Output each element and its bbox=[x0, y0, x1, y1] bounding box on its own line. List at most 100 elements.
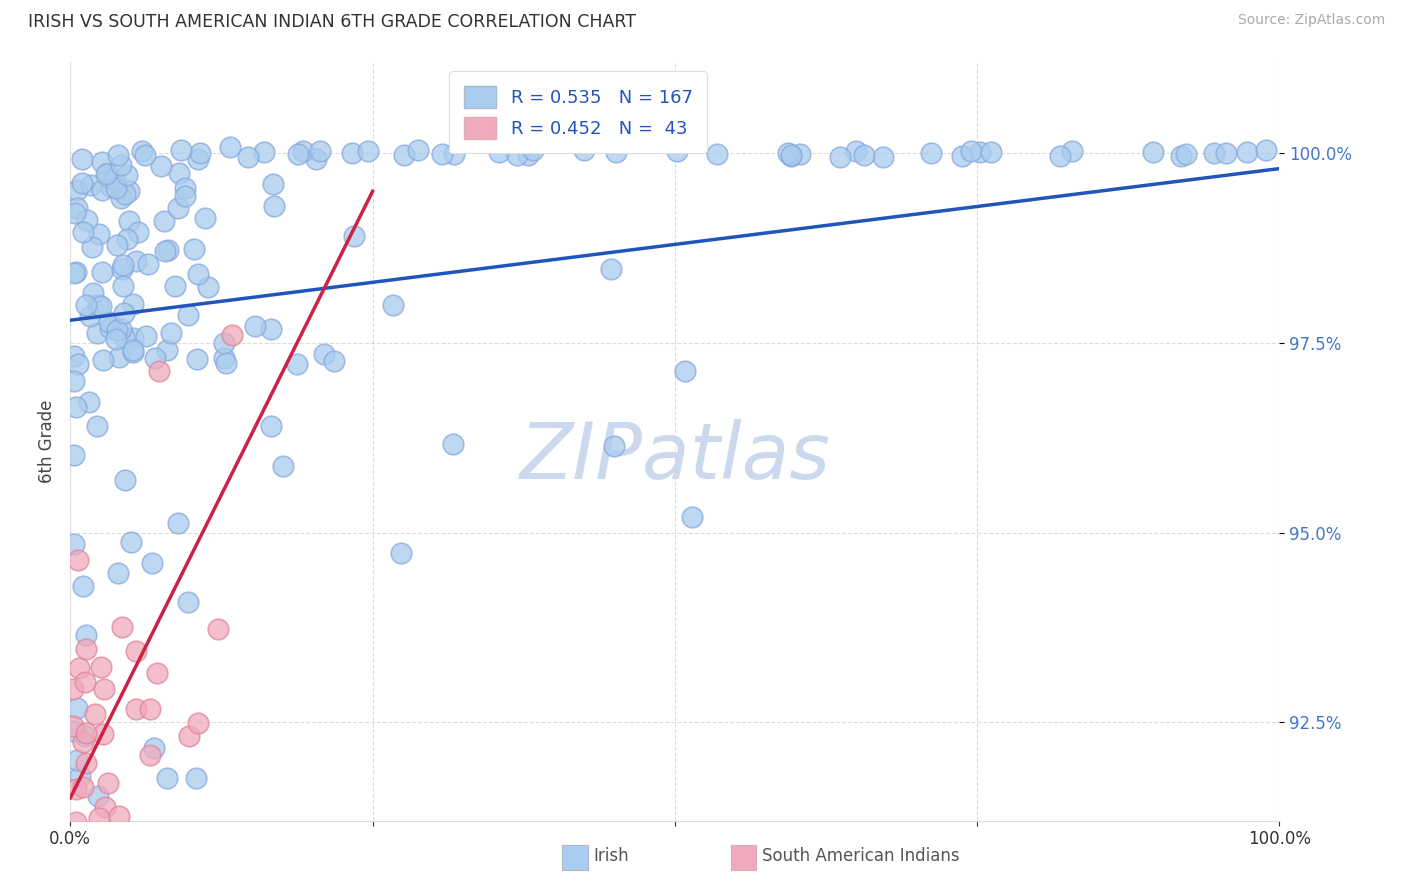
Point bbox=[260, 418, 283, 433]
Point bbox=[149, 159, 172, 173]
Legend: R = 0.535   N = 167, R = 0.452   N =  43: R = 0.535 N = 167, R = 0.452 N = 43 bbox=[450, 71, 707, 153]
Point bbox=[197, 280, 219, 294]
Point bbox=[127, 225, 149, 239]
Point bbox=[66, 183, 89, 197]
Point bbox=[75, 641, 97, 656]
Point bbox=[828, 150, 851, 164]
Point bbox=[308, 145, 330, 159]
Point bbox=[160, 326, 183, 340]
Point bbox=[105, 237, 128, 252]
Point bbox=[340, 146, 363, 161]
Point bbox=[292, 144, 315, 158]
Point bbox=[75, 829, 97, 843]
Point bbox=[115, 168, 138, 182]
Point bbox=[86, 326, 108, 341]
Point bbox=[79, 178, 101, 193]
Point bbox=[114, 473, 136, 487]
Point bbox=[69, 769, 91, 783]
Point bbox=[65, 753, 87, 767]
Point bbox=[188, 145, 211, 160]
Point bbox=[780, 147, 803, 161]
Point bbox=[980, 145, 1002, 159]
Point bbox=[97, 170, 120, 185]
Point bbox=[117, 829, 139, 843]
Point bbox=[243, 318, 266, 333]
Point bbox=[1204, 146, 1226, 161]
Point bbox=[94, 800, 117, 814]
Point bbox=[104, 332, 127, 346]
Point bbox=[65, 265, 87, 279]
Point bbox=[110, 829, 132, 843]
Point bbox=[70, 176, 93, 190]
Point bbox=[98, 315, 121, 329]
Point bbox=[86, 789, 108, 803]
Point bbox=[153, 214, 176, 228]
Point bbox=[432, 147, 454, 161]
Point bbox=[65, 781, 87, 796]
Point bbox=[62, 719, 84, 733]
Point bbox=[872, 150, 894, 164]
Point bbox=[263, 199, 285, 213]
Point bbox=[90, 659, 112, 673]
Point bbox=[66, 829, 89, 843]
Point bbox=[75, 628, 97, 642]
Point bbox=[1142, 145, 1164, 160]
Point bbox=[63, 537, 86, 551]
Point bbox=[382, 298, 405, 312]
Point bbox=[135, 829, 157, 843]
Point bbox=[82, 285, 104, 300]
Point bbox=[666, 144, 689, 158]
Point bbox=[312, 346, 335, 360]
Point bbox=[305, 152, 328, 166]
Point bbox=[1049, 149, 1071, 163]
Point bbox=[122, 297, 145, 311]
Text: ZIPatlas: ZIPatlas bbox=[519, 418, 831, 495]
Point bbox=[221, 327, 243, 342]
Point bbox=[253, 145, 276, 159]
Point bbox=[441, 436, 464, 450]
Point bbox=[66, 201, 89, 215]
Point bbox=[107, 147, 129, 161]
Point bbox=[170, 144, 193, 158]
Point bbox=[673, 364, 696, 378]
Point bbox=[506, 148, 529, 162]
Point bbox=[778, 145, 800, 160]
Point bbox=[114, 186, 136, 201]
Text: IRISH VS SOUTH AMERICAN INDIAN 6TH GRADE CORRELATION CHART: IRISH VS SOUTH AMERICAN INDIAN 6TH GRADE… bbox=[28, 13, 636, 31]
Point bbox=[853, 147, 876, 161]
Point bbox=[94, 167, 117, 181]
Point bbox=[920, 146, 942, 161]
Point bbox=[72, 579, 94, 593]
Point bbox=[111, 620, 134, 634]
Point bbox=[124, 829, 146, 843]
Point bbox=[950, 149, 973, 163]
Point bbox=[112, 329, 135, 343]
Point bbox=[67, 660, 90, 674]
Point bbox=[125, 254, 148, 268]
Point bbox=[789, 146, 811, 161]
Point bbox=[97, 829, 120, 843]
Point bbox=[1236, 145, 1258, 159]
Point bbox=[194, 211, 217, 225]
Point bbox=[86, 419, 108, 434]
Point bbox=[63, 205, 86, 219]
Point bbox=[139, 748, 162, 763]
Point bbox=[63, 448, 86, 462]
Point bbox=[67, 553, 90, 567]
Point bbox=[186, 351, 208, 366]
Point bbox=[681, 509, 703, 524]
Point bbox=[322, 353, 344, 368]
Point bbox=[90, 155, 112, 169]
Point bbox=[173, 181, 195, 195]
Point bbox=[960, 145, 983, 159]
Point bbox=[166, 201, 188, 215]
Point bbox=[120, 534, 142, 549]
Point bbox=[118, 184, 141, 198]
Point bbox=[108, 350, 131, 364]
Point bbox=[141, 556, 163, 570]
Point bbox=[122, 330, 145, 344]
Point bbox=[72, 735, 94, 749]
Point bbox=[84, 706, 107, 721]
Point bbox=[187, 153, 209, 167]
Point bbox=[488, 145, 510, 160]
